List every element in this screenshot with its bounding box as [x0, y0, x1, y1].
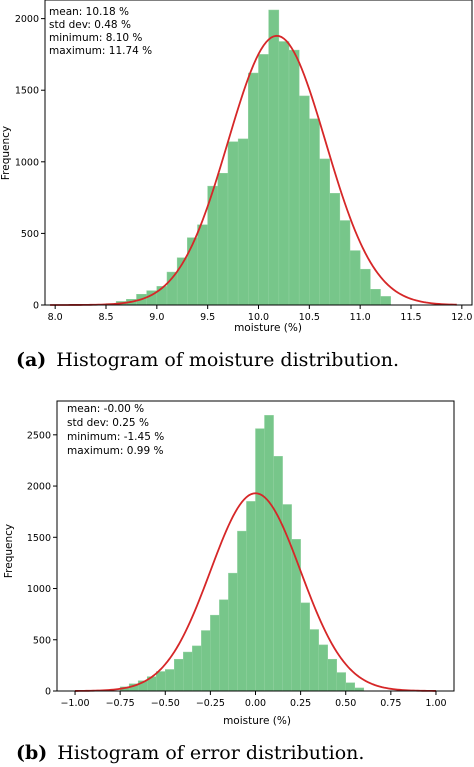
- histogram-bar: [336, 672, 346, 692]
- histogram-bar: [370, 289, 381, 306]
- chart-a: 8.0 8.5 9.0 9.5 10.0 10.5 11.0 11.5 12.0 0 500 100…: [0, 0, 473, 371]
- chart-b-stat-mean: mean: -0.00 %: [67, 403, 144, 415]
- x-tick-label: −0.25: [196, 698, 225, 709]
- chart-a-x-label: moisture (%): [234, 322, 302, 334]
- chart-b-fit-curve: [75, 492, 436, 692]
- x-tick-label: 8.5: [98, 312, 113, 323]
- chart-a-x-ticks: 8.0 8.5 9.0 9.5 10.0 10.5 11.0 11.5 12.0: [48, 305, 472, 323]
- chart-a-stat-mean: mean: 10.18 %: [49, 6, 129, 18]
- y-tick-label: 1500: [15, 86, 39, 97]
- chart-b: −1.00 −0.75 −0.50 −0.25 0.00 0.25 0.50 0.75 1.00…: [3, 400, 455, 764]
- x-tick-label: 0.25: [290, 698, 311, 709]
- histogram-bar: [187, 237, 198, 306]
- chart-a-fit-curve: [50, 34, 457, 306]
- histogram-bar: [339, 220, 351, 306]
- histogram-bar: [174, 658, 184, 692]
- histogram-bar: [192, 645, 202, 692]
- x-tick-label: 9.5: [200, 312, 215, 323]
- chart-b-x-label: moisture (%): [223, 715, 291, 727]
- x-tick-label: −0.50: [151, 698, 180, 709]
- chart-a-stat-std: std dev: 0.48 %: [49, 19, 131, 31]
- histogram-bar: [318, 644, 328, 692]
- x-tick-label: −1.00: [60, 698, 89, 709]
- y-tick-label: 0: [33, 301, 39, 312]
- x-tick-label: 11.5: [400, 312, 421, 323]
- y-tick-label: 500: [33, 635, 51, 646]
- chart-b-caption-text: Histogram of error distribution.: [57, 742, 364, 764]
- histogram-bar: [156, 671, 166, 692]
- histogram-bar: [309, 118, 320, 306]
- chart-a-caption-label: (a): [16, 349, 46, 371]
- histogram-bar: [237, 138, 249, 306]
- y-tick-label: 0: [45, 687, 51, 698]
- histogram-bar: [227, 141, 239, 306]
- chart-a-caption: (a) Histogram of moisture distribution.: [16, 349, 399, 371]
- x-tick-label: 11.0: [350, 312, 371, 323]
- chart-b-y-label: Frequency: [3, 524, 15, 578]
- histogram-bar: [219, 599, 229, 692]
- histogram-bar: [300, 602, 310, 692]
- chart-b-caption-label: (b): [16, 742, 47, 764]
- histogram-bar: [273, 456, 283, 692]
- histogram-bar: [298, 95, 310, 306]
- histogram-bar: [319, 158, 330, 306]
- histogram-bar: [349, 250, 361, 306]
- histogram-bar: [329, 193, 341, 306]
- histogram-bar: [237, 530, 247, 692]
- histogram-bar: [217, 173, 229, 306]
- histogram-bar: [258, 54, 269, 306]
- y-tick-label: 1000: [27, 584, 51, 595]
- chart-b-y-ticks: 0 500 1000 1500 2000 2500: [27, 430, 57, 698]
- y-tick-label: 2000: [27, 482, 51, 493]
- histogram-bar: [345, 682, 356, 692]
- x-tick-label: 10.0: [248, 312, 269, 323]
- histogram-bar: [248, 72, 259, 306]
- chart-a-caption-text: Histogram of moisture distribution.: [56, 349, 399, 371]
- chart-a-stat-min: minimum: 8.10 %: [49, 32, 142, 44]
- histogram-bar: [228, 572, 238, 692]
- histogram-bar: [278, 41, 290, 306]
- x-tick-label: 0.00: [245, 698, 266, 709]
- x-tick-label: 0.75: [380, 698, 401, 709]
- histogram-bar: [183, 651, 193, 692]
- x-tick-label: 8.0: [48, 312, 63, 323]
- histogram-bar: [380, 296, 391, 306]
- x-tick-label: −0.75: [106, 698, 135, 709]
- y-tick-label: 1500: [27, 533, 51, 544]
- y-tick-label: 2500: [27, 430, 51, 441]
- histogram-bar: [327, 658, 337, 692]
- chart-b-caption: (b) Histogram of error distribution.: [16, 742, 364, 764]
- y-tick-label: 500: [21, 229, 39, 240]
- x-tick-label: 9.0: [149, 312, 164, 323]
- histogram-bar: [197, 224, 208, 306]
- histogram-bar: [255, 428, 265, 692]
- histogram-bar: [359, 268, 371, 306]
- histogram-bar: [288, 49, 300, 306]
- y-tick-label: 2000: [15, 14, 39, 25]
- histogram-bar: [309, 629, 319, 692]
- histogram-bar: [201, 630, 211, 692]
- histogram-bar: [210, 614, 220, 692]
- histogram-bar: [282, 504, 292, 692]
- histogram-bar: [268, 9, 280, 306]
- chart-b-bars: [119, 415, 365, 692]
- chart-a-y-ticks: 0 500 1000 1500 2000: [15, 14, 45, 312]
- histogram-bar: [291, 539, 301, 692]
- chart-a-y-label: Frequency: [0, 126, 12, 180]
- chart-a-stat-max: maximum: 11.74 %: [49, 45, 152, 57]
- x-tick-label: 10.5: [299, 312, 320, 323]
- histogram-bar: [165, 669, 175, 692]
- chart-b-x-ticks: −1.00 −0.75 −0.50 −0.25 0.00 0.25 0.50 0.75 1.00: [60, 691, 447, 709]
- x-tick-label: 0.50: [335, 698, 356, 709]
- histogram-bar: [246, 501, 256, 692]
- chart-b-stat-max: maximum: 0.99 %: [67, 445, 163, 457]
- y-tick-label: 1000: [15, 157, 39, 168]
- histogram-bar: [264, 415, 274, 692]
- x-tick-label: 1.00: [425, 698, 446, 709]
- chart-b-stat-min: minimum: -1.45 %: [67, 431, 164, 443]
- chart-b-stat-std: std dev: 0.25 %: [67, 417, 149, 429]
- x-tick-label: 12.0: [451, 312, 472, 323]
